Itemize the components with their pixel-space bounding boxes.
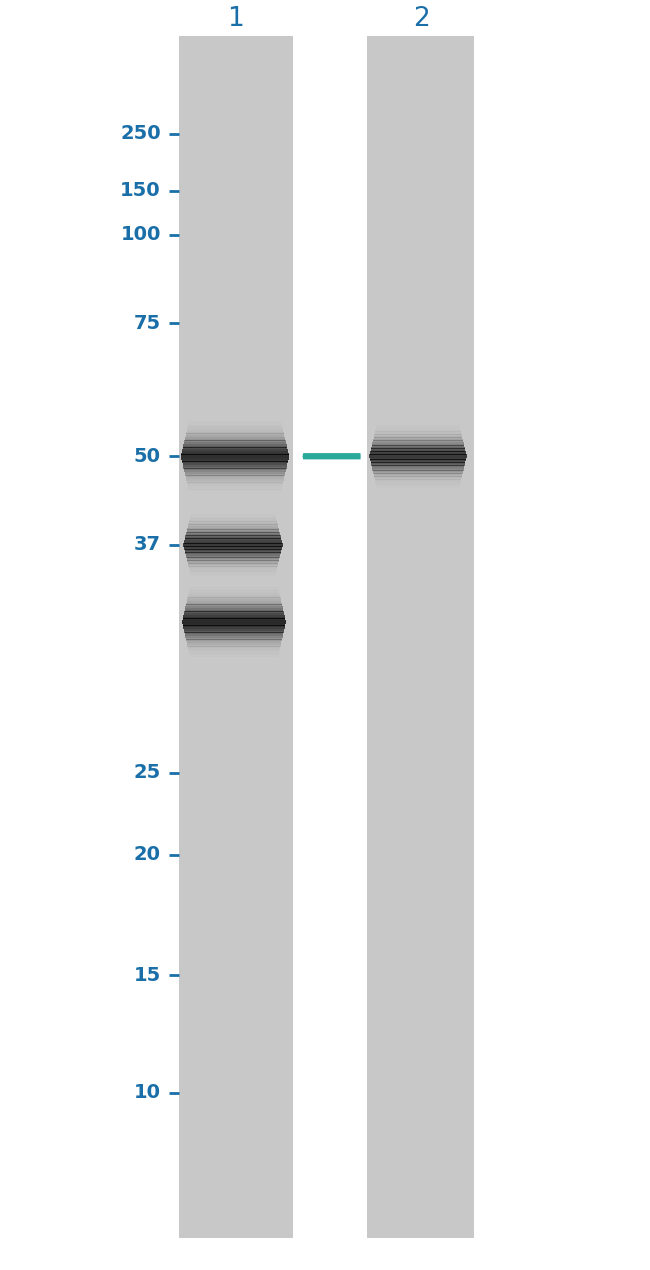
Text: 1: 1 (227, 6, 244, 32)
Text: 50: 50 (134, 447, 161, 466)
Text: 37: 37 (134, 536, 161, 555)
Text: 250: 250 (120, 124, 161, 144)
Text: 10: 10 (134, 1083, 161, 1102)
Text: 25: 25 (133, 763, 161, 782)
Text: 100: 100 (120, 225, 161, 244)
Bar (367, 36, 474, 1238)
Text: 15: 15 (133, 965, 161, 984)
Text: 2: 2 (413, 6, 430, 32)
Text: 150: 150 (120, 182, 161, 199)
Text: 75: 75 (134, 314, 161, 333)
Text: 20: 20 (134, 846, 161, 865)
Bar (179, 36, 292, 1238)
